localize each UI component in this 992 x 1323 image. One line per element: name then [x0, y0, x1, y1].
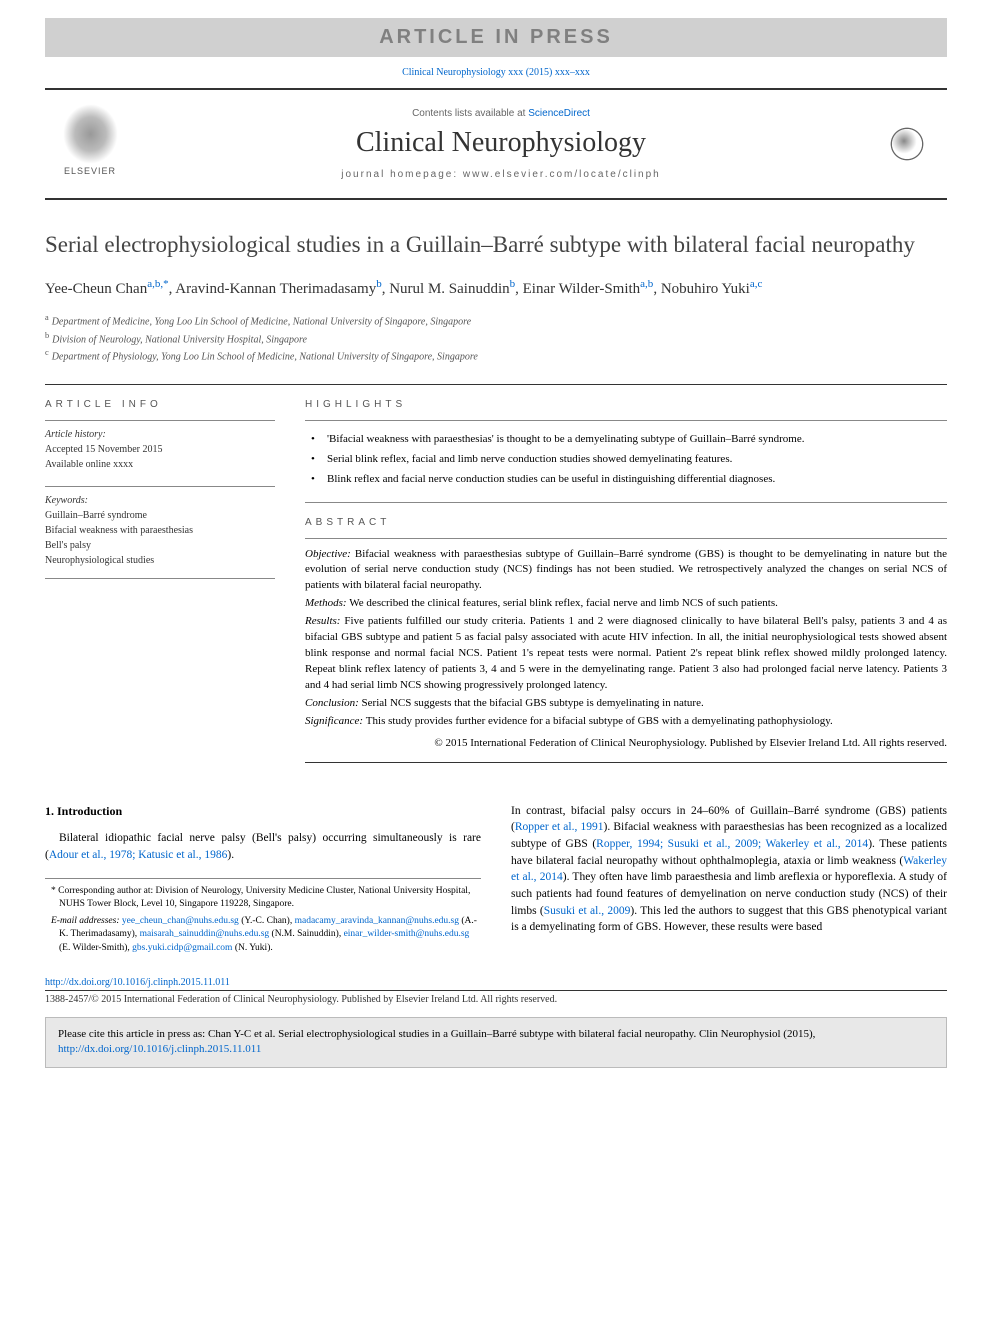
email-addresses: E-mail addresses: yee_cheun_chan@nuhs.ed… [45, 915, 481, 955]
highlights-block: 'Bifacial weakness with paraesthesias' i… [305, 420, 947, 502]
cite-text: Please cite this article in press as: Ch… [58, 1028, 815, 1040]
abstract-section-label: Significance: [305, 715, 366, 727]
doi-block: http://dx.doi.org/10.1016/j.clinph.2015.… [45, 977, 947, 1005]
abstract-section-label: Results: [305, 615, 344, 627]
author-aff: b [376, 278, 382, 290]
elsevier-tree-icon [63, 104, 118, 164]
abstract-section-label: Conclusion: [305, 697, 362, 709]
keyword-item: Bell's palsy [45, 538, 275, 553]
contents-prefix: Contents lists available at [412, 108, 528, 119]
keywords-block: Keywords: Guillain–Barré syndrome Bifaci… [45, 486, 275, 579]
author-name: Nurul M. Sainuddin [389, 281, 509, 297]
abstract-body: Objective: Bifacial weakness with paraes… [305, 538, 947, 763]
affiliation-item: aDepartment of Medicine, Yong Loo Lin Sc… [45, 312, 947, 329]
abstract-conclusion: Serial NCS suggests that the bifacial GB… [362, 697, 704, 709]
author-name: Aravind-Kannan Therimadasamy [175, 281, 376, 297]
accepted-date: Accepted 15 November 2015 [45, 442, 275, 457]
abstract-section-label: Methods: [305, 597, 349, 609]
body-right-column: In contrast, bifacial palsy occurs in 24… [511, 803, 947, 955]
article-in-press-banner: ARTICLE IN PRESS [45, 18, 947, 57]
article-info-column: ARTICLE INFO Article history: Accepted 1… [45, 399, 275, 762]
author-list: Yee-Cheun Chana,b,*, Aravind-Kannan Ther… [45, 276, 947, 301]
highlight-item: Blink reflex and facial nerve conduction… [317, 471, 947, 488]
author-aff: a,b [640, 278, 653, 290]
highlights-abstract-column: HIGHLIGHTS 'Bifacial weakness with parae… [305, 399, 947, 762]
abstract-heading: ABSTRACT [305, 517, 947, 528]
abstract-section-label: Objective: [305, 548, 355, 560]
email-label: E-mail addresses: [51, 916, 120, 926]
cite-doi-link[interactable]: http://dx.doi.org/10.1016/j.clinph.2015.… [58, 1043, 261, 1055]
footnotes: * Corresponding author at: Division of N… [45, 878, 481, 955]
history-label: Article history: [45, 427, 275, 442]
author-aff: a,b,* [147, 278, 168, 290]
contents-available-line: Contents lists available at ScienceDirec… [125, 108, 877, 119]
citation-link[interactable]: Adour et al., 1978; Katusic et al., 1986 [49, 849, 228, 861]
highlights-heading: HIGHLIGHTS [305, 399, 947, 410]
abstract-methods: We described the clinical features, seri… [349, 597, 778, 609]
issn-copyright: 1388-2457/© 2015 International Federatio… [45, 994, 947, 1005]
keyword-item: Guillain–Barré syndrome [45, 508, 275, 523]
keyword-item: Bifacial weakness with paraesthesias [45, 523, 275, 538]
abstract-copyright: © 2015 International Federation of Clini… [305, 736, 947, 763]
article-title: Serial electrophysiological studies in a… [45, 230, 947, 260]
affiliation-item: bDivision of Neurology, National Univers… [45, 330, 947, 347]
header-center: Contents lists available at ScienceDirec… [125, 108, 877, 180]
elsevier-logo: ELSEVIER [55, 104, 125, 184]
divider [45, 384, 947, 385]
elsevier-label: ELSEVIER [64, 166, 116, 176]
intro-paragraph: In contrast, bifacial palsy occurs in 24… [511, 803, 947, 936]
email-link[interactable]: einar_wilder-smith@nuhs.edu.sg [344, 929, 470, 939]
article-history-block: Article history: Accepted 15 November 20… [45, 420, 275, 472]
homepage-prefix: journal homepage: [341, 169, 463, 180]
highlight-item: 'Bifacial weakness with paraesthesias' i… [317, 431, 947, 448]
intro-heading: 1. Introduction [45, 803, 481, 820]
author-name: Yee-Cheun Chan [45, 281, 147, 297]
email-link[interactable]: madacamy_aravinda_kannan@nuhs.edu.sg [295, 916, 459, 926]
email-link[interactable]: yee_cheun_chan@nuhs.edu.sg [122, 916, 239, 926]
highlight-item: Serial blink reflex, facial and limb ner… [317, 451, 947, 468]
abstract-results: Five patients fulfilled our study criter… [305, 615, 947, 691]
divider [45, 990, 947, 991]
article-info-heading: ARTICLE INFO [45, 399, 275, 410]
body-left-column: 1. Introduction Bilateral idiopathic fac… [45, 803, 481, 955]
online-date: Available online xxxx [45, 457, 275, 472]
abstract-objective: Bifacial weakness with paraesthesias sub… [305, 548, 947, 592]
author-name: Einar Wilder-Smith [523, 281, 641, 297]
journal-name: Clinical Neurophysiology [125, 127, 877, 159]
body-two-columns: 1. Introduction Bilateral idiopathic fac… [45, 803, 947, 955]
homepage-url[interactable]: www.elsevier.com/locate/clinph [463, 169, 661, 180]
email-link[interactable]: gbs.yuki.cidp@gmail.com [132, 943, 232, 953]
content-area: Serial electrophysiological studies in a… [45, 230, 947, 955]
cite-this-article-box: Please cite this article in press as: Ch… [45, 1017, 947, 1068]
author-aff: b [510, 278, 516, 290]
abstract-significance: This study provides further evidence for… [366, 715, 833, 727]
affiliations: aDepartment of Medicine, Yong Loo Lin Sc… [45, 312, 947, 364]
author-name: Nobuhiro Yuki [661, 281, 750, 297]
citation-link[interactable]: Ropper, 1994; Susuki et al., 2009; Waker… [596, 838, 868, 850]
citation-link[interactable]: Ropper et al., 1991 [515, 821, 604, 833]
top-citation: Clinical Neurophysiology xxx (2015) xxx–… [0, 57, 992, 88]
author-aff: a,c [750, 278, 763, 290]
email-link[interactable]: maisarah_sainuddin@nuhs.edu.sg [140, 929, 270, 939]
info-abstract-row: ARTICLE INFO Article history: Accepted 1… [45, 399, 947, 762]
journal-header: ELSEVIER Contents lists available at Sci… [45, 88, 947, 200]
corresponding-author: * Corresponding author at: Division of N… [45, 885, 481, 912]
keyword-item: Neurophysiological studies [45, 553, 275, 568]
keywords-label: Keywords: [45, 493, 275, 508]
citation-link[interactable]: Susuki et al., 2009 [544, 905, 631, 917]
journal-logo-icon [877, 114, 937, 174]
intro-paragraph: Bilateral idiopathic facial nerve palsy … [45, 830, 481, 863]
sciencedirect-link[interactable]: ScienceDirect [528, 108, 590, 119]
doi-link[interactable]: http://dx.doi.org/10.1016/j.clinph.2015.… [45, 977, 230, 988]
journal-homepage-line: journal homepage: www.elsevier.com/locat… [125, 169, 877, 180]
affiliation-item: cDepartment of Physiology, Yong Loo Lin … [45, 347, 947, 364]
